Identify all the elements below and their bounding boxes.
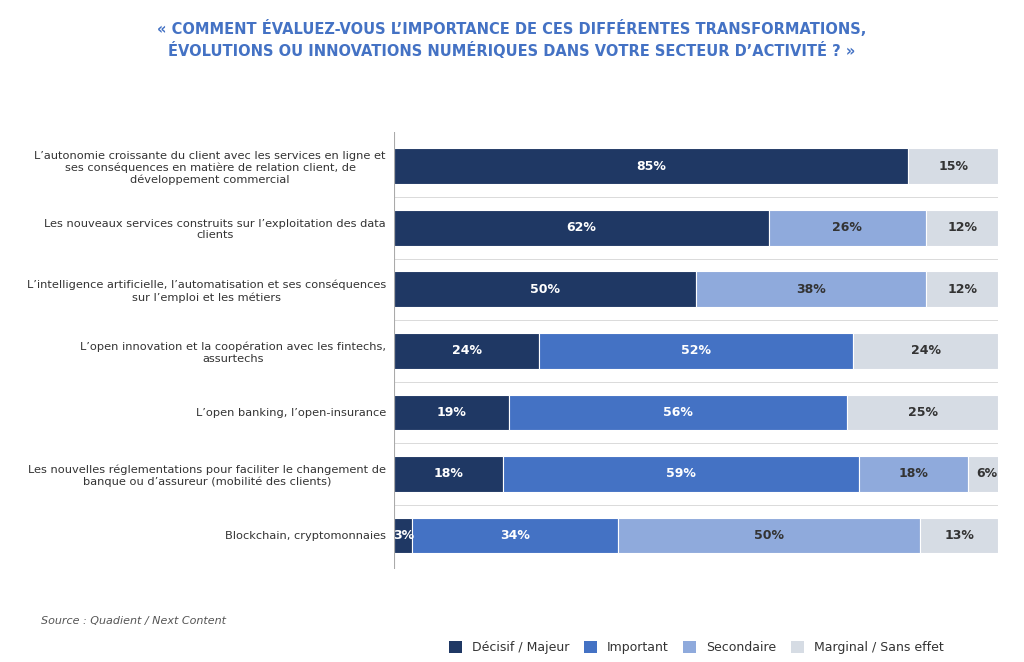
Bar	[394, 271, 696, 307]
Text: 38%: 38%	[797, 283, 826, 296]
Text: 62%: 62%	[566, 221, 596, 234]
Bar	[848, 395, 998, 430]
Bar	[617, 518, 920, 553]
Bar	[413, 518, 617, 553]
Text: Source : Quadient / Next Content: Source : Quadient / Next Content	[41, 616, 226, 626]
Text: 25%: 25%	[908, 406, 938, 419]
Bar	[503, 456, 859, 492]
Text: 59%: 59%	[667, 467, 696, 481]
Bar	[394, 456, 503, 492]
Text: 26%: 26%	[833, 221, 862, 234]
Text: 85%: 85%	[636, 160, 666, 173]
Text: 56%: 56%	[664, 406, 693, 419]
Bar	[907, 148, 998, 184]
Text: 50%: 50%	[530, 283, 560, 296]
Text: 13%: 13%	[944, 529, 974, 542]
Bar	[859, 456, 968, 492]
Text: « COMMENT ÉVALUEZ-VOUS L’IMPORTANCE DE CES DIFFÉRENTES TRANSFORMATIONS,
ÉVOLUTIO: « COMMENT ÉVALUEZ-VOUS L’IMPORTANCE DE C…	[158, 20, 866, 60]
Bar	[769, 210, 926, 246]
Bar	[926, 271, 998, 307]
Text: 24%: 24%	[452, 344, 481, 357]
Text: 34%: 34%	[500, 529, 530, 542]
Bar	[394, 333, 540, 369]
Bar	[696, 271, 926, 307]
Bar	[394, 518, 413, 553]
Text: 15%: 15%	[938, 160, 968, 173]
Bar	[920, 518, 998, 553]
Text: 19%: 19%	[436, 406, 467, 419]
Text: 18%: 18%	[899, 467, 929, 481]
Text: 50%: 50%	[754, 529, 783, 542]
Bar	[540, 333, 853, 369]
Bar	[394, 210, 769, 246]
Text: 52%: 52%	[681, 344, 712, 357]
Bar	[926, 210, 998, 246]
Bar	[394, 395, 509, 430]
Text: 3%: 3%	[393, 529, 414, 542]
Legend: Décisif / Majeur, Important, Secondaire, Marginal / Sans effet: Décisif / Majeur, Important, Secondaire,…	[444, 636, 948, 659]
Text: 12%: 12%	[947, 221, 977, 234]
Bar	[969, 456, 1005, 492]
Bar	[509, 395, 847, 430]
Text: 24%: 24%	[911, 344, 941, 357]
Bar	[394, 148, 907, 184]
Text: 18%: 18%	[434, 467, 464, 481]
Text: 6%: 6%	[976, 467, 997, 481]
Text: 12%: 12%	[947, 283, 977, 296]
Bar	[853, 333, 998, 369]
